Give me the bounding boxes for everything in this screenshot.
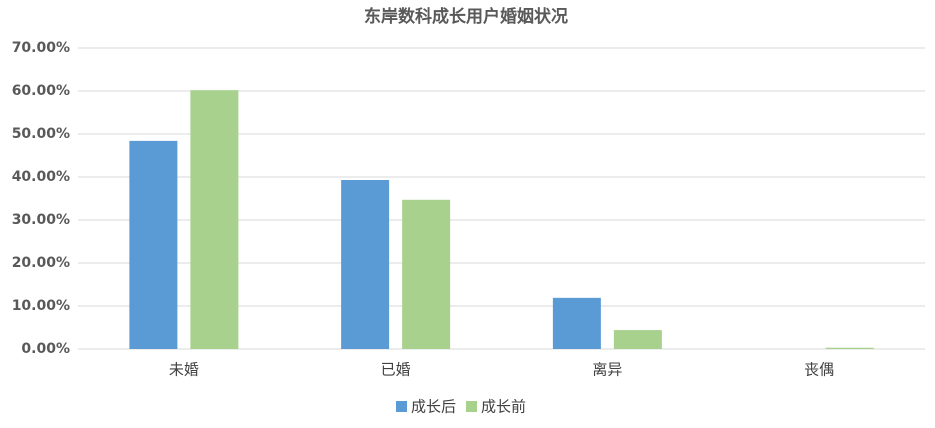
y-tick-label: 70.00% xyxy=(12,40,70,56)
x-tick-label: 已婚 xyxy=(381,361,411,379)
x-tick-label: 丧偶 xyxy=(804,361,834,379)
x-tick-label: 未婚 xyxy=(169,361,199,379)
bar xyxy=(129,140,178,349)
legend-swatch xyxy=(396,401,407,412)
bar xyxy=(402,199,451,349)
y-tick-label: 50.00% xyxy=(12,126,70,142)
y-tick-label: 10.00% xyxy=(12,298,70,314)
y-tick-label: 30.00% xyxy=(12,212,70,228)
legend-label: 成长前 xyxy=(481,398,526,416)
bar xyxy=(552,297,601,349)
chart-title: 东岸数科成长用户婚姻状况 xyxy=(364,6,568,27)
legend-label: 成长后 xyxy=(411,398,456,416)
y-tick-label: 20.00% xyxy=(12,255,70,271)
legend-swatch xyxy=(466,401,477,412)
y-tick-label: 60.00% xyxy=(12,83,70,99)
y-tick-label: 40.00% xyxy=(12,169,70,185)
y-tick-label: 0.00% xyxy=(21,341,70,357)
x-tick-label: 离异 xyxy=(592,361,622,379)
bar xyxy=(341,180,390,349)
bar xyxy=(190,90,239,349)
bar xyxy=(613,330,662,349)
bar xyxy=(825,347,874,349)
